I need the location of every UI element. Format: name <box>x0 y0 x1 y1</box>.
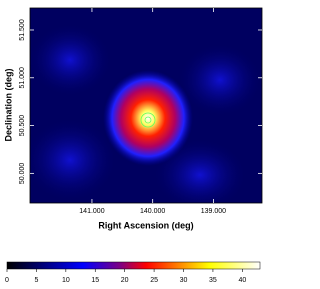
colorbar-tick-label: 40 <box>238 277 246 284</box>
colorbar-tick-label: 20 <box>121 277 129 284</box>
x-label: Right Ascension (deg) <box>98 220 193 230</box>
y-tick-label: 50.000 <box>19 163 26 185</box>
colorbar-tick-label: 0 <box>5 277 9 284</box>
y-tick-label: 50.500 <box>19 115 26 137</box>
colorbar-tick-label: 25 <box>150 277 158 284</box>
y-tick-label: 51.500 <box>19 19 26 41</box>
colorbar <box>6 261 261 270</box>
x-tick-label: 139.000 <box>201 208 226 215</box>
colorbar-tick-label: 30 <box>180 277 188 284</box>
y-tick-label: 51.000 <box>19 67 26 89</box>
x-tick-label: 141.000 <box>79 208 104 215</box>
x-tick-label: 140.000 <box>140 208 165 215</box>
colorbar-tick-label: 15 <box>91 277 99 284</box>
colorbar-tick-label: 5 <box>34 277 38 284</box>
colorbar-tick-label: 10 <box>62 277 70 284</box>
y-label: Declination (deg) <box>3 68 13 141</box>
chart: Right Ascension (deg) Declination (deg) … <box>3 7 263 284</box>
image <box>30 8 262 203</box>
colorbar-tick-label: 35 <box>209 277 217 284</box>
frame <box>29 7 263 204</box>
